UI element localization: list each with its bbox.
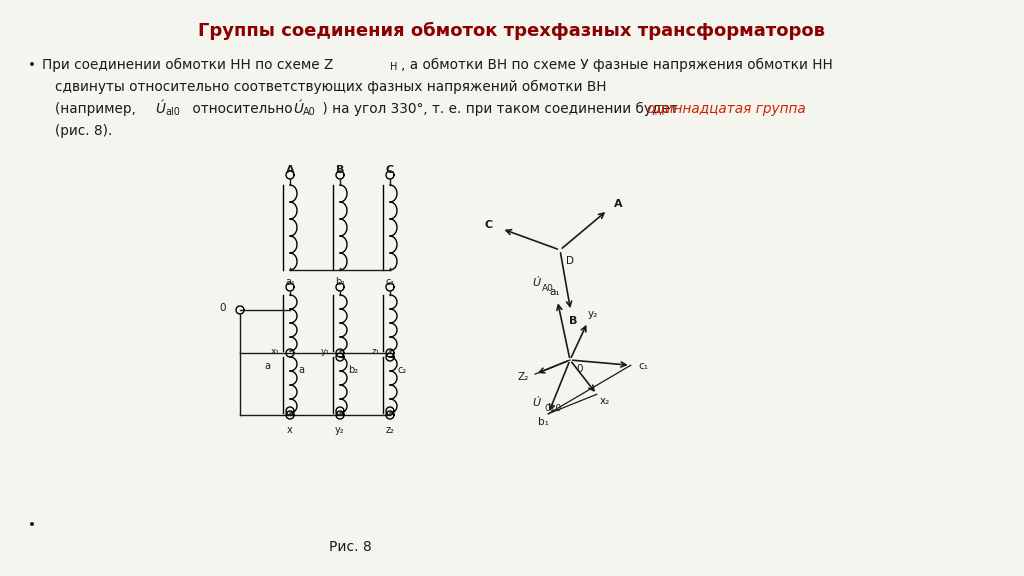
Text: 0: 0 [575,364,583,374]
Text: При соединении обмотки НН по схеме Z: При соединении обмотки НН по схеме Z [42,58,334,72]
Text: c₁: c₁ [385,277,394,287]
Text: B: B [336,165,344,175]
Text: y₂: y₂ [588,309,598,319]
Text: A0: A0 [303,107,315,117]
Text: Н: Н [390,62,397,72]
Text: a₁: a₁ [549,287,560,297]
Text: Ú: Ú [293,102,303,116]
Text: 0: 0 [219,303,226,313]
Text: x: x [287,425,293,435]
Text: y₁: y₁ [321,347,330,355]
Text: A: A [614,199,623,209]
Text: Ú: Ú [532,278,540,288]
Text: y₂: y₂ [335,425,345,435]
Text: a₁: a₁ [285,277,295,287]
Text: a: a [298,365,304,375]
Text: 010: 010 [544,404,561,413]
Text: относительно: относительно [188,102,297,116]
Text: D: D [566,256,574,266]
Text: z₂: z₂ [386,425,394,435]
Text: b₁: b₁ [538,417,549,427]
Text: Ú: Ú [532,398,540,408]
Text: al0: al0 [165,107,180,117]
Text: A: A [286,165,294,175]
Text: сдвинуты относительно соответствующих фазных напряжений обмотки ВН: сдвинуты относительно соответствующих фа… [55,80,606,94]
Text: x₁: x₁ [271,347,280,355]
Text: Группы соединения обмоток трехфазных трансформаторов: Группы соединения обмоток трехфазных тра… [199,22,825,40]
Text: C: C [386,165,394,175]
Text: c₂: c₂ [398,365,408,375]
Text: c₁: c₁ [639,361,648,371]
Text: •: • [28,58,36,72]
Text: (например,: (например, [55,102,140,116]
Text: b₁: b₁ [335,277,345,287]
Text: Z₂: Z₂ [517,373,528,382]
Text: B: B [569,316,578,326]
Text: одиннадцатая группа: одиннадцатая группа [647,102,806,116]
Text: •: • [28,518,36,532]
Text: b₂: b₂ [348,365,358,375]
Text: ) на угол 330°, т. е. при таком соединении будет: ) на угол 330°, т. е. при таком соединен… [318,102,682,116]
Text: x₂: x₂ [600,396,610,407]
Text: , а обмотки ВН по схеме У фазные напряжения обмотки НН: , а обмотки ВН по схеме У фазные напряже… [401,58,833,72]
Text: (рис. 8).: (рис. 8). [55,124,113,138]
Text: Ú: Ú [155,102,165,116]
Text: A0: A0 [542,284,554,293]
Text: Рис. 8: Рис. 8 [329,540,372,554]
Text: z₁: z₁ [372,347,380,355]
Text: C: C [484,221,493,230]
Text: a: a [264,361,270,371]
